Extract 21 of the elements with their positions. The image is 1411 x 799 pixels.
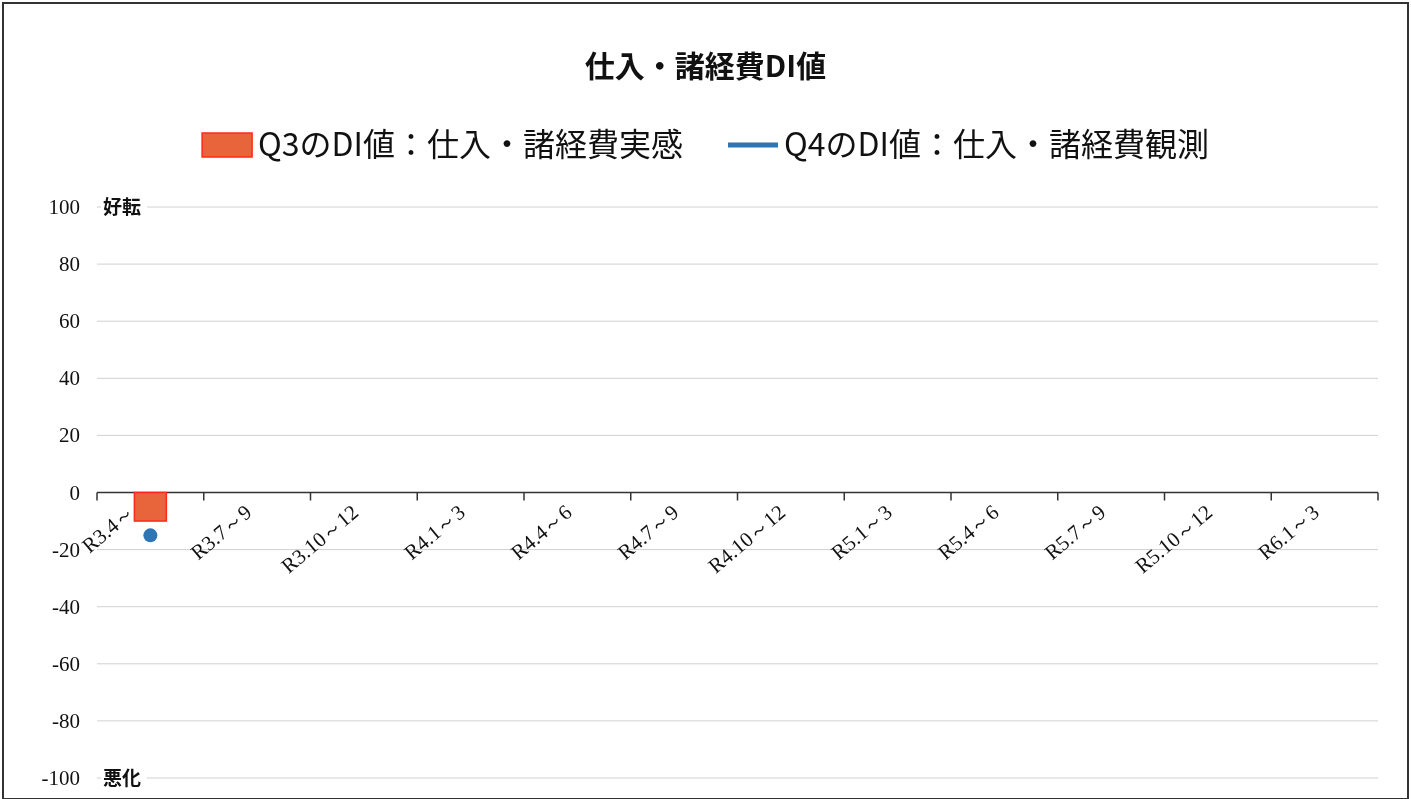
y-tick-label: 0 bbox=[69, 480, 80, 505]
x-tick-label: R5.1～3 bbox=[826, 499, 897, 565]
y-tick-label: -40 bbox=[52, 594, 80, 619]
chart-title: 仕入・諸経費DI値 bbox=[584, 42, 827, 86]
legend-label: Q3のDI値：仕入・諸経費実感 bbox=[258, 119, 683, 165]
y-tick-label: 20 bbox=[59, 423, 80, 448]
y-tick-label: 60 bbox=[59, 309, 80, 334]
x-tick-label: R4.1～3 bbox=[399, 499, 470, 565]
x-tick-label: R6.1～3 bbox=[1253, 499, 1324, 565]
x-tick-label: R4.4～6 bbox=[506, 499, 577, 565]
y-tick-label: -60 bbox=[52, 651, 80, 676]
annotation: 悪化 bbox=[103, 763, 142, 790]
legend-label: Q4のDI値：仕入・諸経費観測 bbox=[784, 119, 1209, 165]
y-tick-label: 40 bbox=[59, 366, 80, 391]
x-tick-label: R5.4～6 bbox=[933, 499, 1004, 565]
y-tick-label: -100 bbox=[41, 766, 80, 790]
y-tick-label: -20 bbox=[52, 537, 80, 562]
y-tick-label: 100 bbox=[48, 195, 80, 219]
annotation: 好転 bbox=[103, 192, 142, 219]
y-tick-label: 80 bbox=[59, 252, 80, 277]
y-tick-label: -80 bbox=[52, 708, 80, 733]
